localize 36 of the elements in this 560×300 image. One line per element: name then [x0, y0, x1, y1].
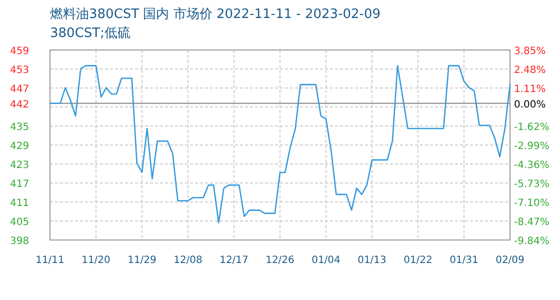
- chart-subtitle: 380CST;低硫: [50, 26, 130, 41]
- x-tick-label: 12/17: [220, 255, 248, 266]
- y2-tick-label: -8.47%: [514, 216, 550, 228]
- x-tick-label: 11/20: [82, 255, 110, 266]
- x-tick-label: 11/11: [36, 255, 64, 266]
- y2-tick-label: 1.11%: [514, 84, 546, 96]
- y2-tick-label: -9.84%: [514, 236, 550, 247]
- y-tick-label: 453: [10, 65, 30, 76]
- y-tick-label: 411: [10, 198, 30, 209]
- y-tick-label: 429: [10, 141, 30, 152]
- x-tick-label: 12/08: [174, 255, 202, 266]
- y2-tick-label: 2.48%: [514, 65, 546, 76]
- y2-tick-label: -7.10%: [514, 198, 550, 209]
- y2-tick-label: 0.00%: [514, 99, 546, 110]
- x-tick-label: 02/09: [496, 255, 524, 266]
- y-tick-label: 435: [10, 122, 30, 133]
- chart-title: 燃料油380CST 国内 市场价 2022-11-11 - 2023-02-09: [50, 7, 381, 22]
- y2-tick-label: -4.36%: [514, 160, 550, 171]
- x-tick-label: 01/22: [404, 255, 432, 266]
- y-tick-label: 405: [10, 217, 30, 228]
- x-tick-label: 01/31: [450, 255, 478, 266]
- y2-tick-label: -1.62%: [514, 122, 550, 133]
- y-tick-label: 417: [10, 179, 30, 190]
- y2-tick-label: -2.99%: [514, 140, 550, 152]
- y-tick-label: 398: [10, 236, 30, 247]
- x-tick-label: 11/29: [128, 255, 156, 266]
- y-tick-label: 459: [10, 46, 30, 57]
- x-tick-label: 12/26: [266, 255, 294, 266]
- y-tick-label: 447: [10, 84, 30, 95]
- y-tick-label: 442: [10, 99, 30, 110]
- x-tick-label: 01/04: [312, 255, 340, 266]
- y-tick-label: 423: [10, 160, 30, 171]
- y2-tick-label: 3.85%: [514, 46, 546, 57]
- x-tick-label: 01/13: [358, 255, 386, 266]
- line-series: [49, 65, 511, 224]
- y2-tick-label: -5.73%: [514, 178, 550, 190]
